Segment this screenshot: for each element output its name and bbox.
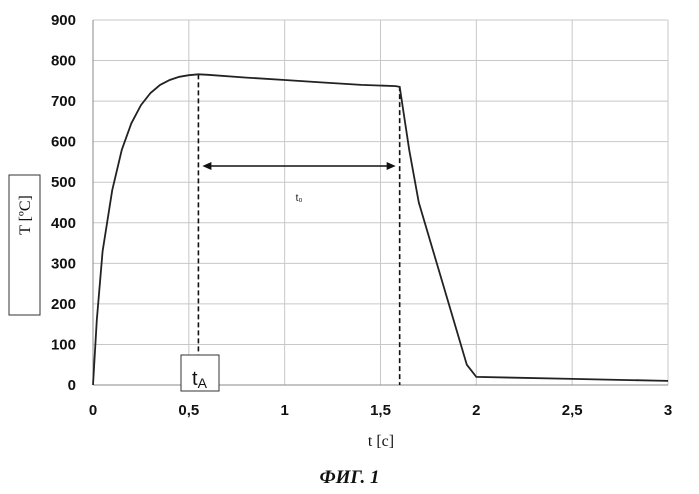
y-tick-label: 200 <box>51 296 76 313</box>
grid <box>93 20 668 385</box>
x-tick-label: 1 <box>280 402 288 419</box>
y-tick-label: 300 <box>51 255 76 272</box>
y-tick-label: 700 <box>51 93 76 110</box>
x-tick-label: 2,5 <box>562 402 583 419</box>
x-tick-label: 2 <box>472 402 480 419</box>
x-tick-label: 3 <box>664 402 672 419</box>
y-tick-label: 100 <box>51 336 76 353</box>
tA-label-sub: A <box>198 375 208 391</box>
x-tick-label: 0 <box>89 402 97 419</box>
figure-caption: ФИГ. 1 <box>0 467 699 489</box>
y-tick-label: 500 <box>51 174 76 191</box>
y-axis-label: T [ºC] <box>17 195 34 235</box>
x-axis-label: t [c] <box>368 433 394 450</box>
interval-arrow-right-head <box>387 162 396 170</box>
interval-label: t₀ <box>296 193 303 204</box>
tick-labels: 0 100 200 300 400 500 600 700 800 900 0 0,5 1 1,5 2 2,5… <box>51 12 672 419</box>
y-tick-label: 400 <box>51 215 76 232</box>
y-tick-label: 600 <box>51 134 76 151</box>
interval-arrow-left-head <box>202 162 211 170</box>
x-tick-label: 1,5 <box>370 402 391 419</box>
annotations: t₀tA <box>181 74 400 391</box>
x-tick-label: 0,5 <box>178 402 199 419</box>
y-tick-label: 0 <box>68 377 76 394</box>
y-tick-label: 800 <box>51 53 76 70</box>
y-tick-label: 900 <box>51 12 76 29</box>
